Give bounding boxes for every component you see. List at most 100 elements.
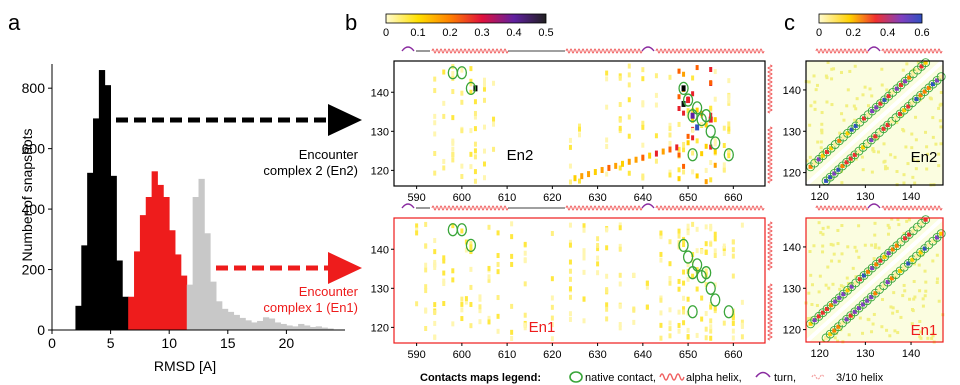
contact-cell [659, 234, 663, 240]
contact-cell [618, 272, 622, 278]
contact-cell [424, 267, 428, 273]
contact-cell [890, 247, 895, 252]
contact-cell [523, 241, 527, 247]
contact-cell [870, 266, 875, 271]
legend-turn: turn, [774, 372, 796, 384]
contact-cell [882, 97, 887, 102]
contact-cell [641, 124, 645, 130]
contact-cell [645, 284, 649, 290]
contact-cell [596, 236, 600, 242]
colorbar-c-tick-label: 0.4 [880, 27, 895, 39]
turn-marker [867, 46, 881, 52]
contact-cell [451, 89, 455, 95]
contact-cell [877, 246, 881, 250]
contact-cell [914, 254, 919, 259]
contact-cell [641, 120, 645, 126]
contact-map-en2: 590 600 610 620 630 640 650 660 120 130 140 [371, 46, 773, 204]
contact-cell [849, 282, 853, 286]
contact-cell [568, 222, 572, 228]
contact-cell [496, 295, 500, 301]
contact-cell [605, 288, 609, 294]
contact-cell [492, 116, 496, 122]
native-contact-marker [921, 58, 931, 68]
contact-cell [819, 146, 823, 150]
histogram-bar [257, 320, 264, 330]
colorbar-c-tick-label: 0 [816, 27, 822, 39]
y-tick-label: 0 [37, 322, 45, 338]
contact-cell [816, 140, 820, 144]
y-tick-label: 140 [371, 87, 389, 99]
contact-cell [482, 175, 486, 181]
contact-cell [727, 121, 731, 127]
y-tick-label: 120 [783, 168, 801, 180]
contact-cell [478, 319, 482, 325]
histogram-bar [280, 323, 287, 330]
contact-cell [885, 328, 889, 332]
contact-cell [826, 265, 830, 269]
contact-cell [469, 89, 473, 95]
contact-cell [845, 131, 850, 136]
contact-cell [829, 242, 833, 246]
contact-cell [618, 246, 622, 252]
histogram-bar [327, 328, 334, 330]
x-tick-label: 630 [588, 349, 606, 361]
contact-cell [887, 226, 891, 230]
contact-cell [442, 100, 446, 106]
contact-cell [677, 233, 681, 239]
contact-cell [910, 146, 914, 150]
contact-cell [871, 322, 875, 326]
contact-cell [510, 303, 514, 309]
contact-cell [832, 67, 836, 71]
contact-cell [854, 107, 858, 111]
contact-cell [578, 126, 581, 132]
contact-cell [550, 230, 554, 236]
contact-cell [939, 231, 944, 236]
contact-cell [727, 126, 731, 132]
contact-cell [641, 142, 645, 148]
contact-cell [935, 78, 940, 83]
contact-cell [424, 262, 428, 268]
contact-cell [934, 142, 938, 146]
contact-cell [722, 142, 726, 148]
x-tick-label: 600 [453, 349, 471, 361]
contact-cell [641, 100, 645, 106]
x-tick-label: 650 [679, 192, 697, 204]
contact-cell [682, 147, 686, 153]
contact-cell [582, 248, 586, 254]
contact-cell [442, 270, 446, 276]
contact-cell [919, 330, 923, 334]
histogram-bar [175, 254, 182, 330]
contact-cell [415, 223, 419, 229]
histogram-bar [309, 326, 317, 330]
contact-cell [523, 325, 527, 331]
contact-cell [895, 170, 899, 174]
x-tick-label: 610 [498, 349, 516, 361]
contact-cell [918, 319, 922, 323]
contact-cell [937, 164, 941, 168]
contact-cell [874, 105, 879, 110]
strong-contact-cell [708, 116, 713, 123]
contact-cell [870, 109, 875, 114]
contact-cell [902, 129, 906, 133]
histogram-bar [145, 197, 153, 330]
x-tick-label: 120 [811, 191, 829, 203]
contact-cell [836, 339, 840, 343]
histogram-bar [268, 318, 276, 330]
contact-cell [713, 305, 717, 311]
contact-cell [627, 158, 631, 165]
x-tick-label: 660 [724, 349, 742, 361]
contact-cell [460, 316, 464, 322]
contact-cell [469, 81, 473, 87]
contact-cell [482, 86, 486, 92]
contact-cell [632, 306, 636, 312]
contact-cell [469, 244, 473, 250]
colorbar-b-tick-label: 0.4 [506, 27, 521, 39]
contact-cell [853, 245, 857, 249]
contact-cell [496, 313, 500, 319]
contact-cell [846, 88, 850, 92]
contact-cell [836, 324, 841, 329]
contact-cell [898, 111, 903, 116]
contact-cell [473, 114, 477, 120]
contact-cell [618, 325, 622, 331]
contact-cell [889, 276, 894, 281]
